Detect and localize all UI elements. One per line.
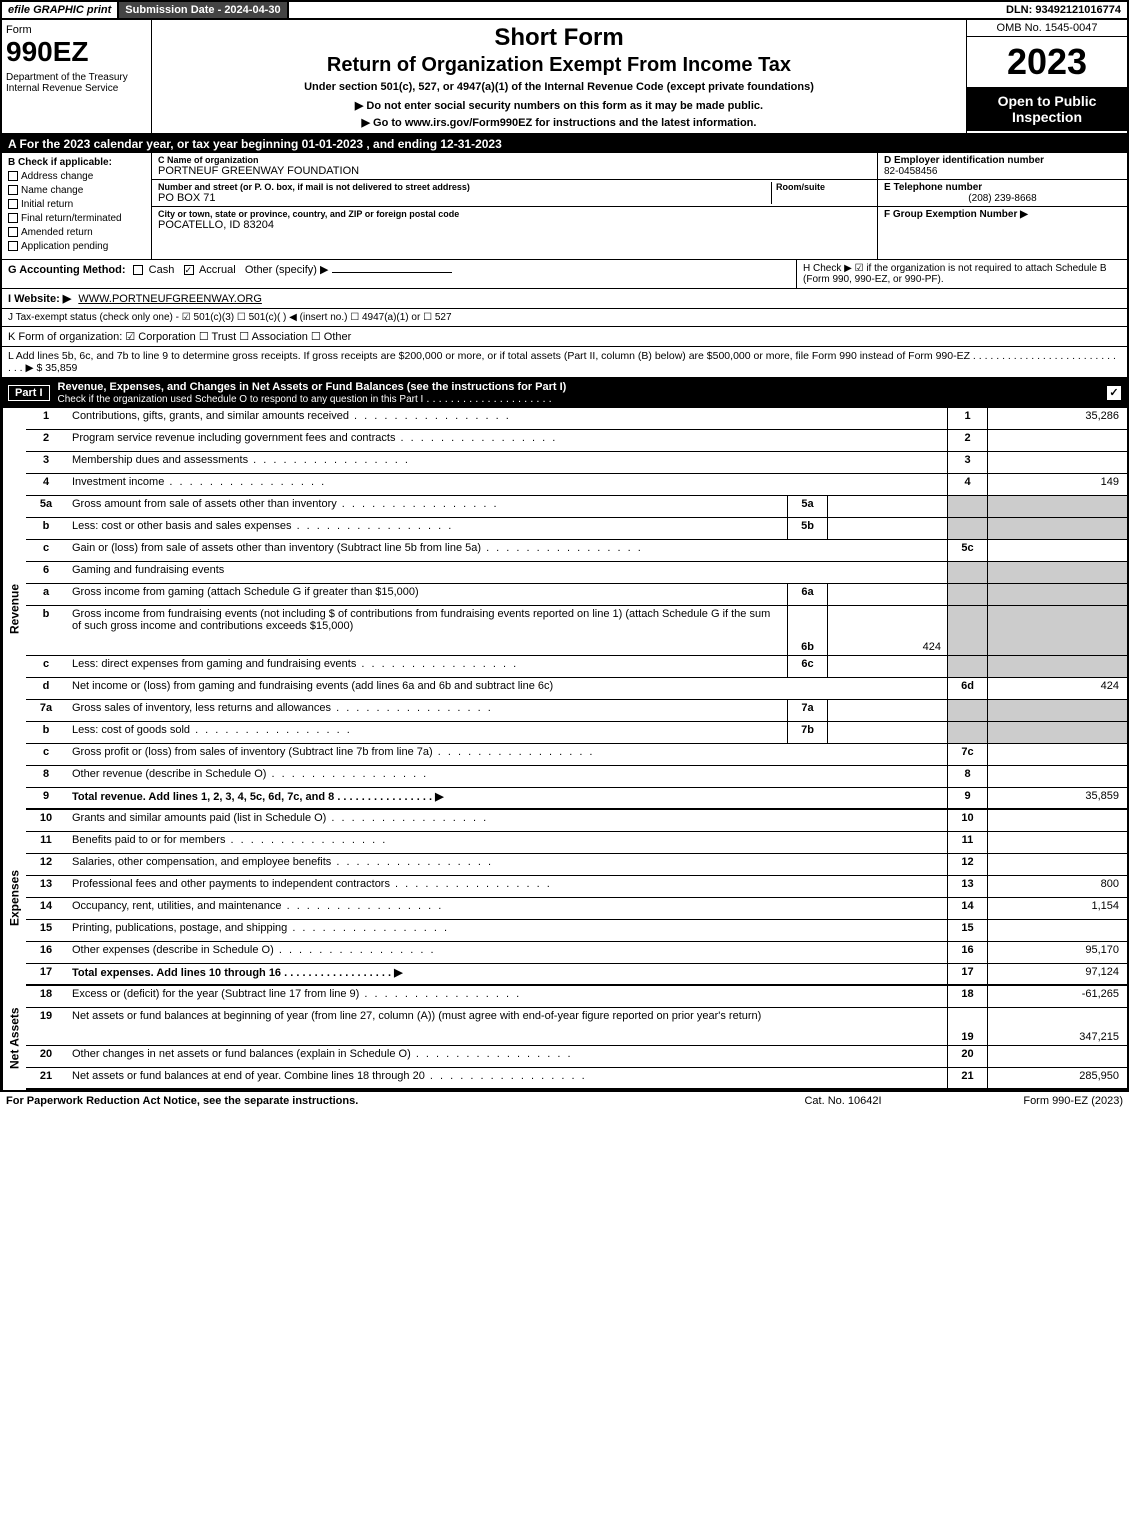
form-subtitle: Under section 501(c), 527, or 4947(a)(1)… — [160, 81, 958, 93]
ssn-note: ▶ Do not enter social security numbers o… — [160, 99, 958, 112]
revenue-section: Revenue 1Contributions, gifts, grants, a… — [2, 408, 1127, 810]
line-14-value: 1,154 — [987, 898, 1127, 919]
org-name: PORTNEUF GREENWAY FOUNDATION — [158, 165, 871, 177]
ein-label: D Employer identification number — [884, 155, 1044, 166]
tax-year: 2023 — [967, 37, 1127, 87]
section-def: D Employer identification number 82-0458… — [877, 153, 1127, 259]
catalog-number: Cat. No. 10642I — [743, 1095, 943, 1107]
line-19-value: 347,215 — [987, 1008, 1127, 1045]
header-center: Short Form Return of Organization Exempt… — [152, 20, 967, 133]
submission-date: Submission Date - 2024-04-30 — [119, 2, 288, 18]
checkbox-name-change[interactable] — [8, 185, 18, 195]
revenue-label: Revenue — [2, 408, 26, 810]
line-18-value: -61,265 — [987, 986, 1127, 1007]
top-bar: efile GRAPHIC print Submission Date - 20… — [2, 2, 1127, 20]
line-6d-value: 424 — [987, 678, 1127, 699]
website-row: I Website: ▶ WWW.PORTNEUFGREENWAY.ORG — [2, 289, 1127, 309]
checkbox-address-change[interactable] — [8, 171, 18, 181]
form-title: Return of Organization Exempt From Incom… — [160, 54, 958, 77]
short-form-label: Short Form — [160, 24, 958, 52]
part-1-header: Part I Revenue, Expenses, and Changes in… — [2, 378, 1127, 408]
tax-exempt-status: J Tax-exempt status (check only one) - ☑… — [2, 309, 1127, 327]
form-word: Form — [6, 24, 147, 36]
street-label: Number and street (or P. O. box, if mail… — [158, 182, 771, 192]
city-value: POCATELLO, ID 83204 — [158, 219, 871, 231]
checkbox-amended-return[interactable] — [8, 227, 18, 237]
line-4-value: 149 — [987, 474, 1127, 495]
website-value[interactable]: WWW.PORTNEUFGREENWAY.ORG — [78, 293, 262, 305]
line-1-value: 35,286 — [987, 408, 1127, 429]
form-of-organization: K Form of organization: ☑ Corporation ☐ … — [2, 327, 1127, 347]
open-inspection: Open to Public Inspection — [967, 87, 1127, 131]
schedule-b-note: H Check ▶ ☑ if the organization is not r… — [797, 260, 1127, 288]
net-assets-label: Net Assets — [2, 986, 26, 1090]
city-label: City or town, state or province, country… — [158, 209, 871, 219]
form-number: 990EZ — [6, 36, 147, 68]
page-footer: For Paperwork Reduction Act Notice, see … — [0, 1092, 1129, 1110]
checkbox-schedule-o[interactable]: ✓ — [1107, 386, 1121, 400]
info-block: B Check if applicable: Address change Na… — [2, 153, 1127, 260]
street-value: PO BOX 71 — [158, 192, 771, 204]
row-a-calendar-year: A For the 2023 calendar year, or tax yea… — [2, 135, 1127, 153]
phone-label: E Telephone number — [884, 182, 982, 193]
department: Department of the Treasury Internal Reve… — [6, 72, 147, 94]
accounting-method-label: G Accounting Method: — [8, 264, 126, 276]
line-17-total-expenses: 97,124 — [987, 964, 1127, 984]
line-21-value: 285,950 — [987, 1068, 1127, 1088]
line-9-total-revenue: 35,859 — [987, 788, 1127, 808]
section-c-org-info: C Name of organization PORTNEUF GREENWAY… — [152, 153, 877, 259]
phone-value: (208) 239-8668 — [884, 193, 1121, 204]
room-label: Room/suite — [776, 182, 871, 192]
gross-receipts-note: L Add lines 5b, 6c, and 7b to line 9 to … — [2, 347, 1127, 378]
line-13-value: 800 — [987, 876, 1127, 897]
checkbox-accrual[interactable] — [184, 265, 194, 275]
omb-number: OMB No. 1545-0047 — [967, 20, 1127, 37]
checkbox-cash[interactable] — [133, 265, 143, 275]
group-exemption-label: F Group Exemption Number ▶ — [884, 209, 1028, 220]
checkbox-initial-return[interactable] — [8, 199, 18, 209]
net-assets-section: Net Assets 18Excess or (deficit) for the… — [2, 986, 1127, 1090]
part-1-label: Part I — [8, 385, 50, 401]
expenses-label: Expenses — [2, 810, 26, 986]
expenses-section: Expenses 10Grants and similar amounts pa… — [2, 810, 1127, 986]
checkbox-final-return[interactable] — [8, 213, 18, 223]
dln: DLN: 93492121016774 — [1000, 2, 1127, 18]
header: Form 990EZ Department of the Treasury In… — [2, 20, 1127, 135]
checkbox-application-pending[interactable] — [8, 241, 18, 251]
org-name-label: C Name of organization — [158, 155, 871, 165]
form-container: efile GRAPHIC print Submission Date - 20… — [0, 0, 1129, 1092]
section-b-checkboxes: B Check if applicable: Address change Na… — [2, 153, 152, 259]
line-16-value: 95,170 — [987, 942, 1127, 963]
ein-value: 82-0458456 — [884, 166, 937, 177]
header-right: OMB No. 1545-0047 2023 Open to Public In… — [967, 20, 1127, 133]
form-version: Form 990-EZ (2023) — [943, 1095, 1123, 1107]
instructions-link[interactable]: ▶ Go to www.irs.gov/Form990EZ for instru… — [160, 116, 958, 129]
line-6b-value: 424 — [827, 606, 947, 655]
header-left: Form 990EZ Department of the Treasury In… — [2, 20, 152, 133]
paperwork-notice: For Paperwork Reduction Act Notice, see … — [6, 1095, 743, 1107]
efile-label: efile GRAPHIC print — [2, 2, 119, 18]
